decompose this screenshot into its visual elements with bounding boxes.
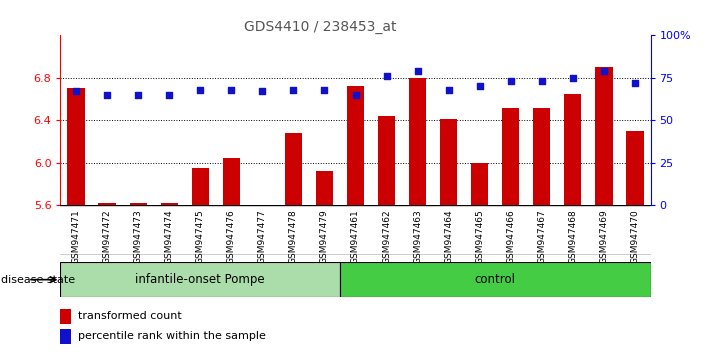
Point	[598, 68, 609, 74]
Bar	[129, 203, 146, 205]
Text: GSM947474: GSM947474	[165, 209, 173, 264]
Bar	[595, 67, 612, 205]
Text: GSM947478: GSM947478	[289, 209, 298, 264]
Bar	[409, 78, 426, 205]
Bar	[471, 163, 488, 205]
Point	[132, 92, 144, 98]
Text: GSM947477: GSM947477	[258, 209, 267, 264]
Text: disease state: disease state	[1, 275, 75, 285]
Point	[350, 92, 361, 98]
Text: GSM947472: GSM947472	[102, 209, 112, 264]
Text: GSM947463: GSM947463	[413, 209, 422, 264]
Bar	[60, 309, 71, 324]
Bar	[99, 203, 116, 205]
Text: GSM947465: GSM947465	[475, 209, 484, 264]
Text: GSM947466: GSM947466	[506, 209, 515, 264]
Bar	[502, 108, 519, 205]
Text: GSM947473: GSM947473	[134, 209, 143, 264]
Text: percentile rank within the sample: percentile rank within the sample	[78, 331, 266, 341]
Point	[195, 87, 206, 93]
Bar	[161, 203, 178, 205]
Bar	[565, 94, 582, 205]
Point	[443, 87, 454, 93]
Point	[225, 87, 237, 93]
Point	[381, 73, 392, 79]
Text: GSM947471: GSM947471	[72, 209, 80, 264]
Bar	[340, 262, 651, 297]
Point	[474, 84, 486, 89]
Point	[257, 88, 268, 94]
Bar	[440, 119, 457, 205]
Text: GSM947462: GSM947462	[382, 209, 391, 264]
Bar	[254, 205, 271, 211]
Point	[629, 80, 641, 86]
Bar	[223, 158, 240, 205]
Text: GSM947464: GSM947464	[444, 209, 453, 264]
Bar	[60, 329, 71, 343]
Text: GDS4410 / 238453_at: GDS4410 / 238453_at	[244, 19, 396, 34]
Point	[319, 87, 330, 93]
Text: GSM947469: GSM947469	[599, 209, 609, 264]
Bar	[68, 88, 85, 205]
Bar	[192, 168, 209, 205]
Text: GSM947479: GSM947479	[320, 209, 329, 264]
Bar	[626, 131, 643, 205]
Bar	[316, 171, 333, 205]
Text: control: control	[475, 273, 515, 286]
Text: transformed count: transformed count	[78, 311, 182, 321]
Text: GSM947475: GSM947475	[196, 209, 205, 264]
Text: infantile-onset Pompe: infantile-onset Pompe	[135, 273, 265, 286]
Bar	[378, 116, 395, 205]
Text: GSM947461: GSM947461	[351, 209, 360, 264]
Point	[567, 75, 579, 81]
Point	[164, 92, 175, 98]
Text: GSM947470: GSM947470	[631, 209, 639, 264]
Point	[536, 79, 547, 84]
Text: GSM947467: GSM947467	[538, 209, 546, 264]
Bar	[347, 86, 364, 205]
Bar	[60, 262, 340, 297]
Text: GSM947476: GSM947476	[227, 209, 236, 264]
Point	[70, 88, 82, 94]
Bar	[285, 133, 302, 205]
Bar	[533, 108, 550, 205]
Point	[505, 79, 516, 84]
Point	[288, 87, 299, 93]
Point	[412, 68, 423, 74]
Text: GSM947468: GSM947468	[568, 209, 577, 264]
Point	[102, 92, 113, 98]
